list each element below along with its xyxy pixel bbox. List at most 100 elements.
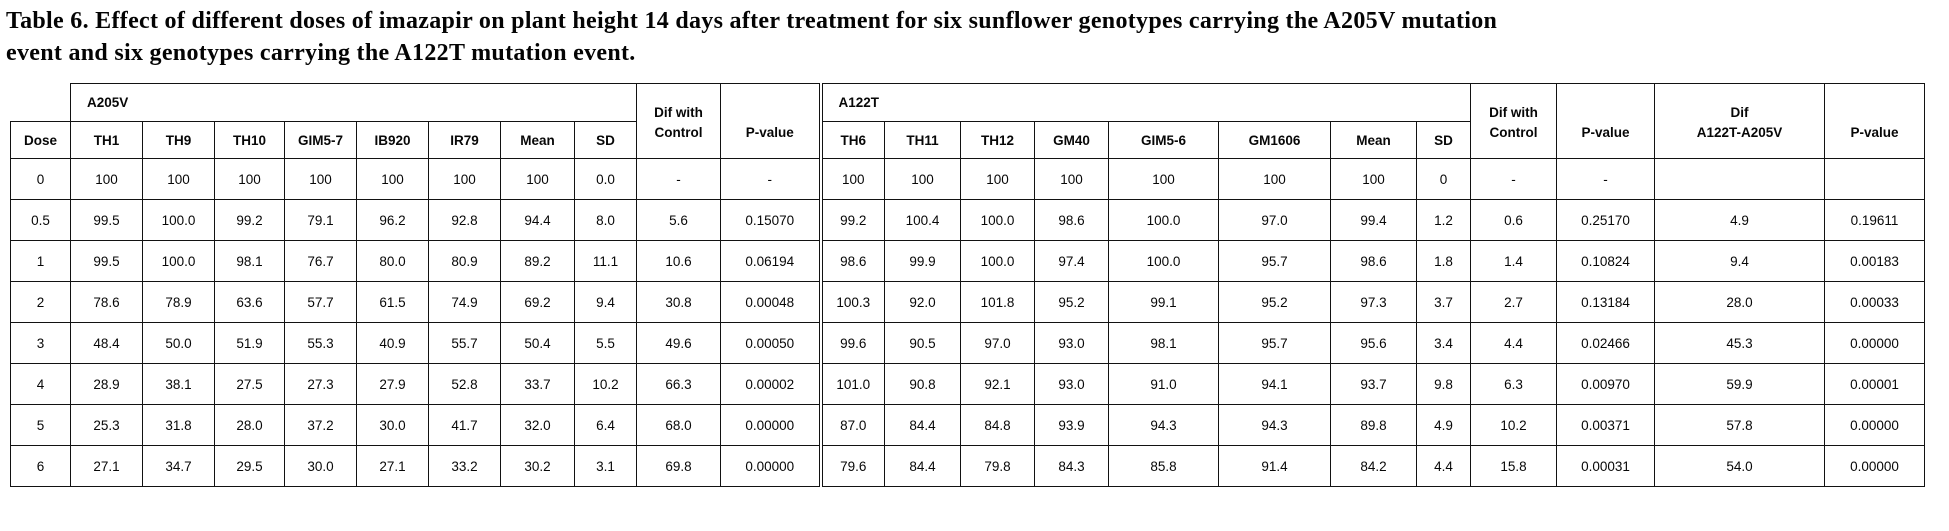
col-header-th11: TH11	[884, 120, 961, 160]
dose-cell: 4	[10, 363, 71, 406]
pvalue-header-top-dif	[1824, 83, 1925, 122]
data-cell: 98.1	[214, 240, 285, 283]
data-cell: 10.2	[574, 363, 637, 406]
document-title: Table 6. Effect of different doses of im…	[6, 6, 1949, 69]
data-cell: 100	[284, 158, 357, 201]
data-cell: 79.6	[818, 445, 885, 488]
data-cell: 10.6	[636, 240, 721, 283]
data-cell: 30.0	[284, 445, 357, 488]
data-cell: 0.00000	[1824, 404, 1925, 447]
data-cell: -	[1470, 158, 1557, 201]
data-cell: 95.2	[1218, 281, 1331, 324]
column-header-row: Dose TH1 TH9 TH10 GIM5-7 IB920 IR79 Mean SD Contr…	[10, 120, 1925, 160]
data-cell: 93.0	[1034, 322, 1109, 365]
data-cell: 27.3	[284, 363, 357, 406]
data-cell: 97.0	[1218, 199, 1331, 242]
data-cell: 27.1	[356, 445, 429, 488]
data-cell: 98.6	[1330, 240, 1417, 283]
data-cell: 10.2	[1470, 404, 1557, 447]
data-cell: 0.00048	[720, 281, 821, 324]
data-cell: 100.0	[960, 240, 1035, 283]
data-cell: 100	[960, 158, 1035, 201]
data-cell: 63.6	[214, 281, 285, 324]
data-cell: 0.00033	[1824, 281, 1925, 324]
data-cell: 92.8	[428, 199, 501, 242]
data-cell: 0.06194	[720, 240, 821, 283]
data-cell: 41.7	[428, 404, 501, 447]
data-cell: 99.4	[1330, 199, 1417, 242]
data-cell: 61.5	[356, 281, 429, 324]
data-cell: 3.4	[1416, 322, 1471, 365]
col-header-th1: TH1	[70, 120, 143, 160]
data-cell: 99.5	[70, 240, 143, 283]
data-cell: -	[636, 158, 721, 201]
col-header-sd: SD	[1416, 120, 1471, 160]
data-cell: 0	[1416, 158, 1471, 201]
corner-blank	[11, 84, 71, 122]
data-cell: 0.00050	[720, 322, 821, 365]
data-cell: 100.3	[818, 281, 885, 324]
data-cell: 4.4	[1470, 322, 1557, 365]
data-cell: 27.1	[70, 445, 143, 488]
data-cell: 9.4	[1654, 240, 1825, 283]
col-header-control: Control	[636, 121, 721, 160]
data-cell: 0.00183	[1824, 240, 1925, 283]
data-cell: 100	[1218, 158, 1331, 201]
data-cell: 0.00000	[1824, 445, 1925, 488]
dose-cell: 0.5	[10, 199, 71, 242]
title-line-2: event and six genotypes carrying the A12…	[6, 39, 636, 66]
data-cell: 100	[142, 158, 215, 201]
data-cell: 100	[428, 158, 501, 201]
data-cell: 29.5	[214, 445, 285, 488]
dose-cell: 1	[10, 240, 71, 283]
data-cell: 15.8	[1470, 445, 1557, 488]
data-cell: -	[720, 158, 821, 201]
data-cell: 52.8	[428, 363, 501, 406]
data-cell: 0.00371	[1556, 404, 1655, 447]
data-cell: 85.8	[1108, 445, 1219, 488]
data-cell: 98.6	[818, 240, 885, 283]
data-cell: 93.0	[1034, 363, 1109, 406]
data-cell: 84.2	[1330, 445, 1417, 488]
col-header-control: Control	[1470, 121, 1557, 160]
data-cell: 90.5	[884, 322, 961, 365]
data-cell: 91.4	[1218, 445, 1331, 488]
data-cell: 57.8	[1654, 404, 1825, 447]
data-cell: 99.9	[884, 240, 961, 283]
data-cell: 89.8	[1330, 404, 1417, 447]
data-cell: 0.00000	[720, 445, 821, 488]
col-header-p-value: P-value	[720, 121, 821, 160]
data-cell: 0.15070	[720, 199, 821, 242]
data-cell: 6.3	[1470, 363, 1557, 406]
data-cell: 55.3	[284, 322, 357, 365]
data-cell: 100	[1108, 158, 1219, 201]
data-cell: 99.6	[818, 322, 885, 365]
data-cell: 97.4	[1034, 240, 1109, 283]
data-cell: 95.7	[1218, 240, 1331, 283]
data-cell: 9.4	[574, 281, 637, 324]
dose-cell: 3	[10, 322, 71, 365]
data-cell: 0.00002	[720, 363, 821, 406]
col-header-sd: SD	[574, 120, 637, 160]
col-header-th6: TH6	[818, 120, 885, 160]
data-cell: 87.0	[818, 404, 885, 447]
col-header-ib920: IB920	[356, 120, 429, 160]
data-cell: 3.7	[1416, 281, 1471, 324]
data-cell: 100.0	[960, 199, 1035, 242]
col-header-a122t-a205v: A122T-A205V	[1654, 121, 1825, 160]
group-header-row: A205V Dif with A122T Dif with Dif	[11, 83, 1925, 122]
data-cell: 80.9	[428, 240, 501, 283]
data-cell: 0.25170	[1556, 199, 1655, 242]
data-cell: 59.9	[1654, 363, 1825, 406]
data-cell: 31.8	[142, 404, 215, 447]
data-cell: 84.8	[960, 404, 1035, 447]
data-cell: 69.8	[636, 445, 721, 488]
data-cell: 100	[884, 158, 961, 201]
data-cell: 78.9	[142, 281, 215, 324]
data-cell: 11.1	[574, 240, 637, 283]
data-cell: 0.00001	[1824, 363, 1925, 406]
dif-with-header-a122t: Dif with	[1470, 83, 1557, 122]
data-cell: 6.4	[574, 404, 637, 447]
table-row: 4 28.9 38.1 27.5 27.3 27.9 52.8 33.7 10.2 66.3 0.0…	[10, 363, 1925, 406]
data-cell: 40.9	[356, 322, 429, 365]
